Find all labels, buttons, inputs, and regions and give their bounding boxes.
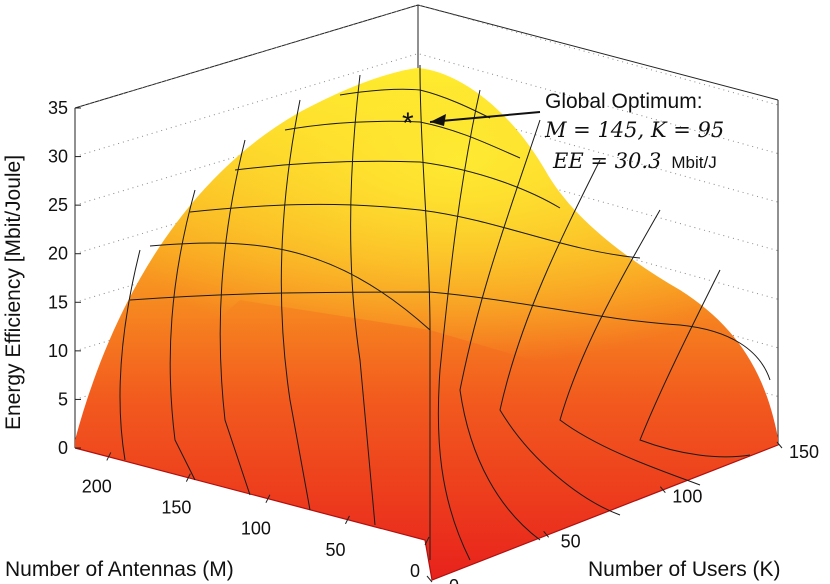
z-tick-label: 0 [58, 438, 68, 458]
m-tick-label: 50 [325, 540, 345, 560]
m-tick-label: 100 [241, 519, 271, 539]
annotation-line1: Global Optimum: [545, 90, 703, 113]
z-axis-ticks: 0 5 10 15 20 25 30 35 [48, 98, 81, 458]
m-tick-label: 0 [410, 561, 420, 581]
m-tick-mark [424, 536, 430, 546]
m-axis-label: Number of Antennas (M) [5, 558, 234, 581]
annotation-ee-unit: Mbit/J [671, 153, 716, 172]
z-tick-label: 10 [48, 341, 68, 361]
m-tick-mark [345, 515, 350, 525]
surface-peak-highlight [75, 68, 778, 440]
annotation: * Global Optimum: M = 145, K = 95 EE = 3… [402, 90, 724, 173]
k-tick-mark [426, 575, 433, 583]
m-axis-ticks: 0 50 100 150 200 [82, 452, 430, 581]
z-tick-label: 30 [48, 147, 68, 167]
annotation-arrow [429, 111, 541, 123]
optimum-marker: * [402, 107, 414, 140]
m-tick-mark [265, 494, 271, 503]
k-tick-label: 0 [449, 576, 459, 584]
annotation-line3: EE = 30.3 Mbit/J [552, 149, 717, 173]
z-tick-label: 25 [48, 195, 68, 215]
k-axis-ticks: 0 50 100 150 [426, 441, 819, 584]
annotation-arrowhead [430, 114, 446, 126]
annotation-ee-value: EE = 30.3 [552, 149, 661, 173]
m-tick-label: 150 [161, 498, 191, 518]
k-tick-mark [543, 531, 550, 538]
k-tick-mark [776, 441, 783, 449]
k-tick-label: 100 [672, 487, 702, 507]
m-tick-label: 200 [82, 476, 112, 496]
z-tick-label: 20 [48, 244, 68, 264]
surface-mesh [119, 64, 771, 561]
z-tick-label: 15 [48, 292, 68, 312]
z-tick-label: 5 [58, 389, 68, 409]
k-axis-label: Number of Users (K) [588, 558, 781, 581]
m-tick-mark [106, 452, 112, 461]
annotation-line2: M = 145, K = 95 [544, 118, 724, 142]
m-tick-mark [185, 473, 191, 482]
z-tick-label: 35 [48, 98, 68, 118]
k-tick-label: 50 [561, 531, 581, 551]
z-axis-label: Energy Efficiency [Mbit/Joule] [2, 155, 25, 430]
k-tick-label: 150 [789, 442, 819, 462]
k-tick-mark [659, 486, 666, 493]
